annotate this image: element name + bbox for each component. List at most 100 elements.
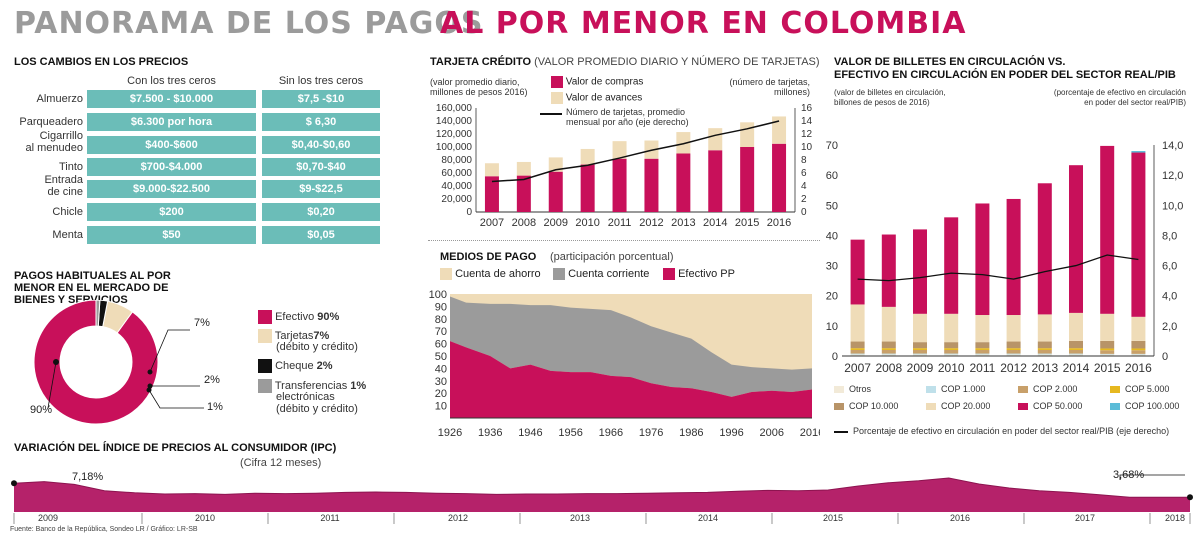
y-tick: 90 [435,301,447,313]
bar-cop-20-000 [850,304,865,342]
legend-swatch [834,386,844,394]
bar-cop-2-000 [1069,349,1083,354]
price-row-menta: Menta $50 $0,05 [14,226,380,245]
bar-cop-2-000 [1037,349,1052,354]
y-tick: 20 [435,388,447,400]
billetes-chart: 0 10 20 30 40 50 60 70 0 2,0 4,0 6,0 8,0 10,0 12,0 14,0… [826,140,1184,375]
donut-slice-transferencias [95,300,101,327]
x-tick: 2009 [544,217,568,229]
billetes-legend: Otros COP 1.000 COP 2.000 COP 5.000 COP 10.0… [834,384,1192,439]
x-tick: 2012 [1000,361,1027,375]
legend-name-line2: electrónicas [276,391,335,403]
bar-compras [548,171,563,212]
x-tick: 2010 [938,361,965,375]
x-tick: 2006 [760,427,784,439]
bar-cop-10-000 [975,342,990,349]
x-tick: 2015 [735,217,759,229]
legend-swatch [834,403,844,411]
y-tick-right: 14 [801,116,813,127]
bar-avances [548,157,563,172]
credit-legend-line-swatch [540,113,562,115]
legend-name: COP 50.000 [1033,401,1083,411]
price-row-parqueadero: Parqueadero $6.300 por hora $ 6,30 [14,113,380,132]
x-tick: 2016 [1125,361,1152,375]
bar-cop-2-000 [1131,350,1146,354]
credit-right-note-1: (número de tarjetas, [729,77,810,87]
y-tick-right: 0 [801,207,807,218]
bar-cop-10-000 [1069,340,1083,349]
bar-cop-2-000 [1100,350,1115,354]
ipc-chart: 2009 2010 2011 2012 2013 2014 2015 2016 2017 2018 [11,474,1193,524]
price-with-zeros: $7.500 - $10.000 [87,90,256,108]
bar-cop-5-000 [944,348,959,350]
price-item: Entrada [44,174,83,186]
x-tick: 2010 [575,217,599,229]
x-tick: 2008 [875,361,902,375]
bar-compras [612,158,627,212]
divider [428,240,820,241]
bar-cop-1-000 [975,353,990,355]
y-tick-left: 80,000 [441,155,472,166]
ipc-end-label: 3,68% [1113,469,1145,481]
bar-cop-10-000 [1006,341,1021,349]
donut-label-7: 7% [194,317,210,329]
price-without-zeros: $0,05 [262,226,380,244]
donut-label-90: 90% [30,404,53,416]
y-tick-left: 40,000 [441,181,472,192]
y-tick: 40 [435,363,447,375]
area-corriente [450,296,812,397]
bar-avances [612,141,627,159]
y-tick-right: 12 [801,129,813,140]
donut-label-2: 2% [204,374,220,386]
x-tick: 1926 [438,427,462,439]
price-with-zeros: $700-$4.000 [87,158,256,176]
bar-otros [1069,354,1083,356]
price-item: Parqueadero [19,116,83,128]
x-tick: 2007 [844,361,871,375]
donut-title-1: PAGOS HABITUALES AL POR [14,270,171,282]
bar-cop-20-000 [944,313,959,343]
bar-cop-5-000 [1006,348,1021,350]
bar-otros [1100,354,1115,356]
prices-col2-header: Sin los tres ceros [278,75,364,87]
legend-pct: 90% [317,310,340,323]
billetes-left-note-1: (valor de billetes en circulación, [834,88,946,97]
price-item: Almuerzo [36,93,83,105]
legend-swatch [1018,386,1028,394]
ipc-year-label: 2017 [1075,513,1095,523]
bar-compras [676,153,691,212]
y-tick-left: 160,000 [436,103,473,114]
donut-legend-cheque: Cheque 2% [258,359,333,373]
bar-cop-50-000 [881,234,896,307]
bar-avances [676,132,691,154]
price-row-cine: Entrada de cine $9.000-$22.500 $9-$22,5 [14,175,380,199]
ipc-year-label: 2013 [570,513,590,523]
y-tick-right: 8 [801,155,807,166]
y-tick-right: 10 [801,142,813,153]
bar-cop-5-000 [881,348,896,350]
legend-pct: 1% [350,379,367,392]
ipc-area [14,478,1190,512]
bar-cop-5-000 [975,348,990,350]
credit-legend-line-2: mensual por año (eje derecho) [566,117,689,127]
bar-otros [913,354,927,356]
price-row-almuerzo: Almuerzo $7.500 - $10.000 $7,5 -$10 [14,90,380,109]
legend-name: COP 1.000 [941,384,986,394]
ipc-year-label: 2011 [320,513,339,523]
bar-cop-1-000 [913,353,927,355]
price-item-line2: de cine [47,186,83,198]
bar-cop-5-000 [1131,348,1146,351]
bar-cop-10-000 [944,342,959,349]
ipc-end-dot [1187,494,1193,501]
legend-sub: (débito y crédito) [276,403,358,415]
ipc-start-dot [11,480,17,487]
legend-swatch [1110,386,1120,394]
legend-name: COP 20.000 [941,401,991,411]
donut-legend-tarjetas: Tarjetas7% [258,329,329,343]
price-without-zeros: $7,5 -$10 [262,90,380,108]
legend-name: Valor de avances [565,92,643,104]
price-with-zeros: $6.300 por hora [87,113,256,131]
bar-compras [644,158,659,212]
leader-line [47,361,57,409]
ipc-year-label: 2014 [698,513,718,523]
